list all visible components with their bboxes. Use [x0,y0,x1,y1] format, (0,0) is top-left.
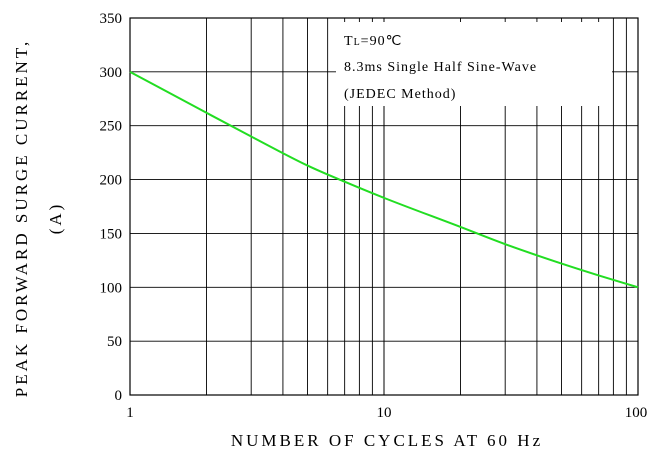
y-tick-labels: 0 50 100 150 200 250 300 350 [100,11,123,404]
x-tick-label: 1 [126,405,134,421]
x-tick-labels: 1 10 100 [126,405,647,421]
y-tick-label: 300 [100,65,123,81]
y-tick-label: 150 [100,226,123,242]
y-tick-label: 350 [100,11,123,27]
x-tick-label: 100 [625,405,648,421]
x-axis-label: NUMBER OF CYCLES AT 60 Hz [231,431,543,450]
y-tick-label: 100 [100,280,123,296]
x-tick-label: 10 [377,405,392,421]
y-tick-label: 50 [107,334,122,350]
series-line [129,70,639,289]
y-tick-label: 200 [100,173,123,189]
annotation-line-1: TL=90℃ [344,34,402,49]
annotation-line-3: (JEDEC Method) [344,87,456,102]
y-tick-label: 250 [100,119,123,135]
y-axis-label-line-2: (A) [46,202,65,235]
plot-frame [129,17,639,396]
y-tick-label: 0 [115,388,123,404]
annotation-line-2: 8.3ms Single Half Sine-Wave [344,60,537,75]
y-axis-label-line-1: PEAK FORWARD SURGE CURRENT, [12,39,31,397]
annotation-box: TL=90℃ 8.3ms Single Half Sine-Wave (JEDE… [336,22,612,106]
